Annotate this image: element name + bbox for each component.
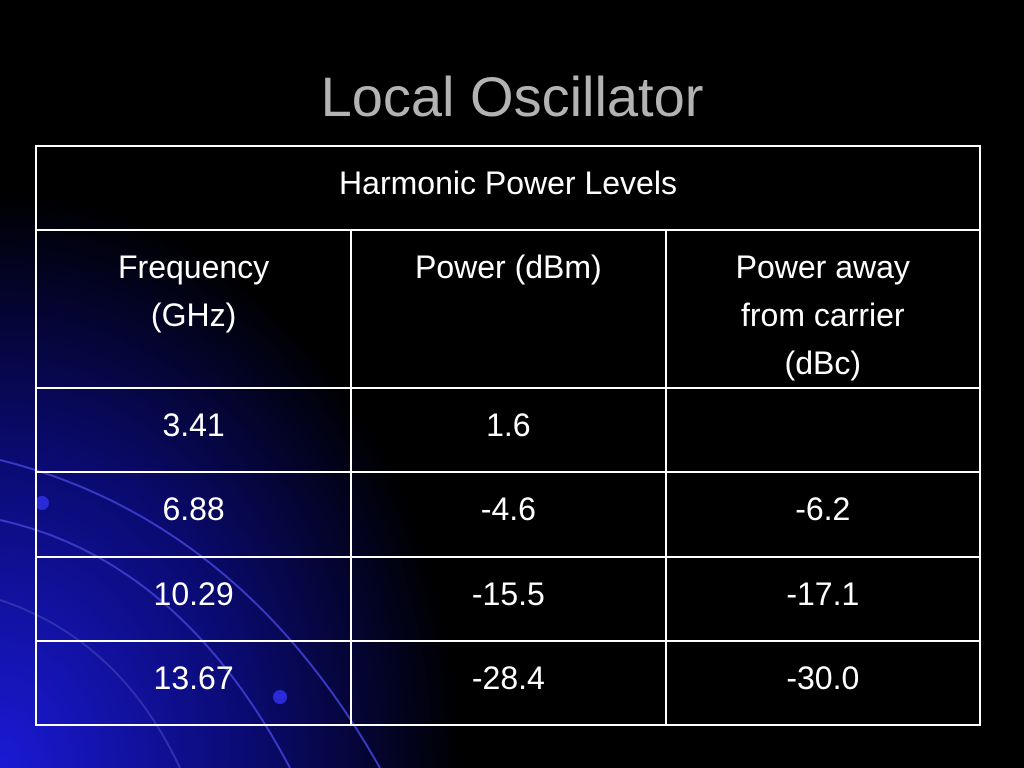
cell: 6.88: [34, 471, 353, 558]
header-cell: Power away from carrier (dBc): [664, 229, 982, 389]
table-caption: Harmonic Power Levels: [35, 145, 981, 231]
title: Local Oscillator: [320, 65, 704, 128]
cell: 1.6: [350, 387, 667, 473]
cell: -15.5: [350, 556, 667, 642]
cell: -6.2: [664, 471, 982, 558]
cell: -28.4: [350, 640, 667, 726]
header-text: Power away from carrier (dBc): [735, 249, 910, 381]
header-text: Power (dBm): [415, 249, 602, 285]
empty-cell: [664, 387, 982, 473]
cell: -30.0: [664, 640, 982, 726]
table: Harmonic Power Levels Frequency (GHz) Po…: [34, 145, 982, 726]
header-cell: Frequency (GHz): [34, 229, 353, 389]
header-cell: Power (dBm): [350, 229, 667, 389]
header-text: Frequency (GHz): [117, 249, 270, 333]
cell: -17.1: [664, 556, 982, 642]
cell: 3.41: [34, 387, 353, 473]
cell: 10.29: [34, 556, 353, 642]
cell: 13.67: [34, 640, 353, 726]
cell: -4.6: [350, 471, 667, 558]
